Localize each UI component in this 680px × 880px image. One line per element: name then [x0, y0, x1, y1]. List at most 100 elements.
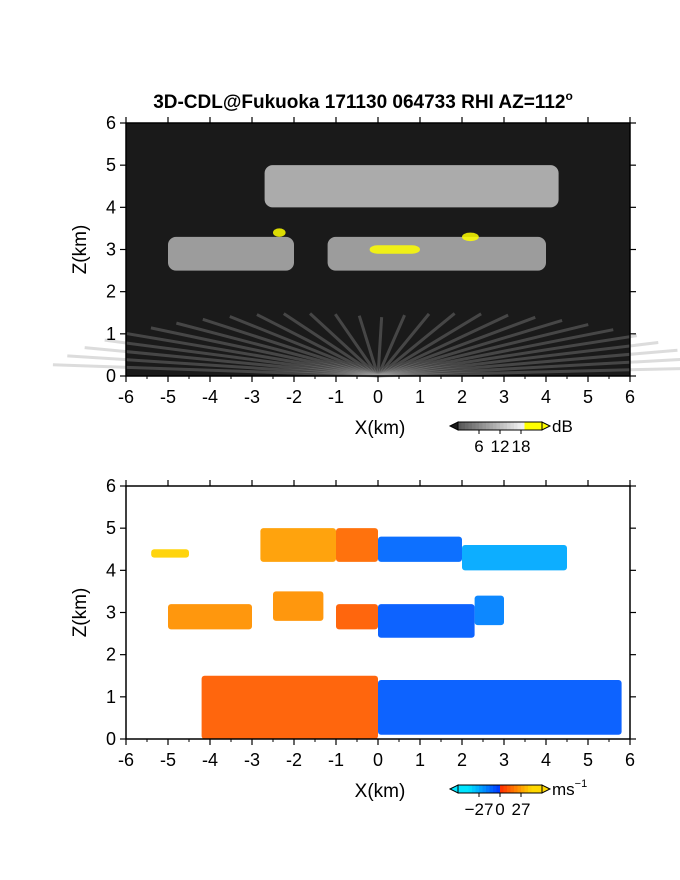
colorbar-unit-superscript: −1	[575, 778, 588, 790]
colorbar-segment	[472, 785, 476, 793]
beam-ray	[377, 367, 680, 378]
colorbar-segment	[507, 785, 511, 793]
colorbar-segment	[517, 785, 522, 793]
colorbar-tick-label: 18	[512, 437, 531, 456]
beam-ray	[377, 328, 614, 378]
colorbar-segment	[489, 785, 494, 793]
y-tick-label: 4	[106, 197, 116, 217]
colorbar-segment	[482, 422, 487, 430]
x-tick-label: -5	[160, 750, 176, 770]
beam-ray	[229, 315, 379, 378]
colorbar-segment	[514, 422, 518, 430]
data-region	[168, 236, 294, 271]
beam-ray	[377, 357, 680, 378]
colorbar-segment	[528, 422, 532, 430]
beam-ray	[150, 326, 379, 378]
x-tick-label: 2	[457, 387, 467, 407]
x-tick-label: 2	[457, 750, 467, 770]
data-region	[273, 228, 286, 237]
colorbar-segment	[468, 422, 473, 430]
data-region	[327, 236, 546, 271]
beam-ray	[376, 314, 406, 377]
data-region	[336, 528, 378, 562]
beam-ray	[202, 317, 379, 378]
colorbar-segment	[510, 785, 515, 793]
x-tick-label: 1	[415, 750, 425, 770]
chart-title: 3D-CDL@Fukuoka 171130 064733 RHI AZ=112o	[153, 89, 573, 113]
colorbar-segment	[521, 785, 525, 793]
x-tick-label: -4	[202, 387, 218, 407]
x-tick-label: 4	[541, 387, 551, 407]
beam-ray	[309, 312, 380, 378]
colorbar-tick-label: 27	[512, 800, 531, 819]
x-tick-label: 6	[625, 387, 635, 407]
colorbar-segment	[486, 785, 490, 793]
y-tick-label: 0	[106, 366, 116, 386]
beam-ray	[334, 313, 380, 377]
beam-ray	[376, 317, 384, 377]
colorbar-segment	[507, 422, 511, 430]
y-tick-label: 1	[106, 324, 116, 344]
x-tick-label: 0	[373, 387, 383, 407]
colorbar-segment	[465, 785, 469, 793]
data-region	[378, 679, 622, 735]
colorbar-low-arrow	[448, 784, 459, 794]
x-tick-label: -6	[118, 387, 134, 407]
colorbar-segment	[517, 422, 522, 430]
y-tick-label: 4	[106, 560, 116, 580]
colorbar-high-arrow	[541, 421, 552, 431]
colorbar-segment	[521, 422, 525, 430]
colorbar-segment	[486, 422, 490, 430]
colorbar-segment	[531, 422, 536, 430]
data-region	[151, 549, 189, 558]
colorbar-segment	[538, 785, 543, 793]
data-region	[369, 245, 420, 254]
colorbar-segment	[503, 422, 508, 430]
x-tick-label: -6	[118, 750, 134, 770]
colorbar-segment	[524, 422, 529, 430]
data-region	[462, 232, 479, 242]
data-region	[168, 604, 252, 630]
colorbar-segment	[531, 785, 536, 793]
beam-ray	[377, 319, 563, 378]
beam-ray	[256, 313, 379, 378]
colorbar-segment	[496, 785, 501, 793]
colorbar-segment	[461, 785, 466, 793]
x-tick-label: -5	[160, 387, 176, 407]
x-tick-label: 0	[373, 750, 383, 770]
x-tick-label: -2	[286, 750, 302, 770]
beam-ray	[377, 334, 637, 378]
colorbar-segment	[514, 785, 518, 793]
colorbar-segment	[461, 422, 466, 430]
colorbar-segment	[503, 785, 508, 793]
beam-ray	[377, 323, 589, 378]
colorbar-high-arrow	[541, 784, 552, 794]
beam-ray	[377, 312, 456, 378]
y-axis-label: Z(km)	[70, 588, 91, 638]
colorbar-tick-label: 12	[491, 437, 510, 456]
colorbar-segment	[535, 785, 539, 793]
colorbar-segment	[475, 785, 480, 793]
colorbar-segment	[535, 422, 539, 430]
data-region	[474, 595, 504, 626]
colorbar-segment	[458, 422, 462, 430]
y-tick-label: 2	[106, 282, 116, 302]
colorbar-segment	[524, 785, 529, 793]
data-region	[462, 545, 567, 571]
beam-ray	[175, 321, 379, 378]
y-tick-label: 0	[106, 729, 116, 749]
beam-ray	[377, 348, 678, 378]
data-region	[264, 165, 559, 208]
y-tick-label: 5	[106, 155, 116, 175]
colorbar-segment	[479, 785, 483, 793]
colorbar-tick-label: −27	[465, 800, 494, 819]
x-tick-label: 5	[583, 387, 593, 407]
colorbar-segment	[538, 422, 543, 430]
data-region	[336, 604, 378, 630]
beam-ray	[84, 346, 379, 378]
beam-ray	[377, 313, 509, 378]
data-region	[378, 536, 462, 562]
colorbar-segment	[496, 422, 501, 430]
